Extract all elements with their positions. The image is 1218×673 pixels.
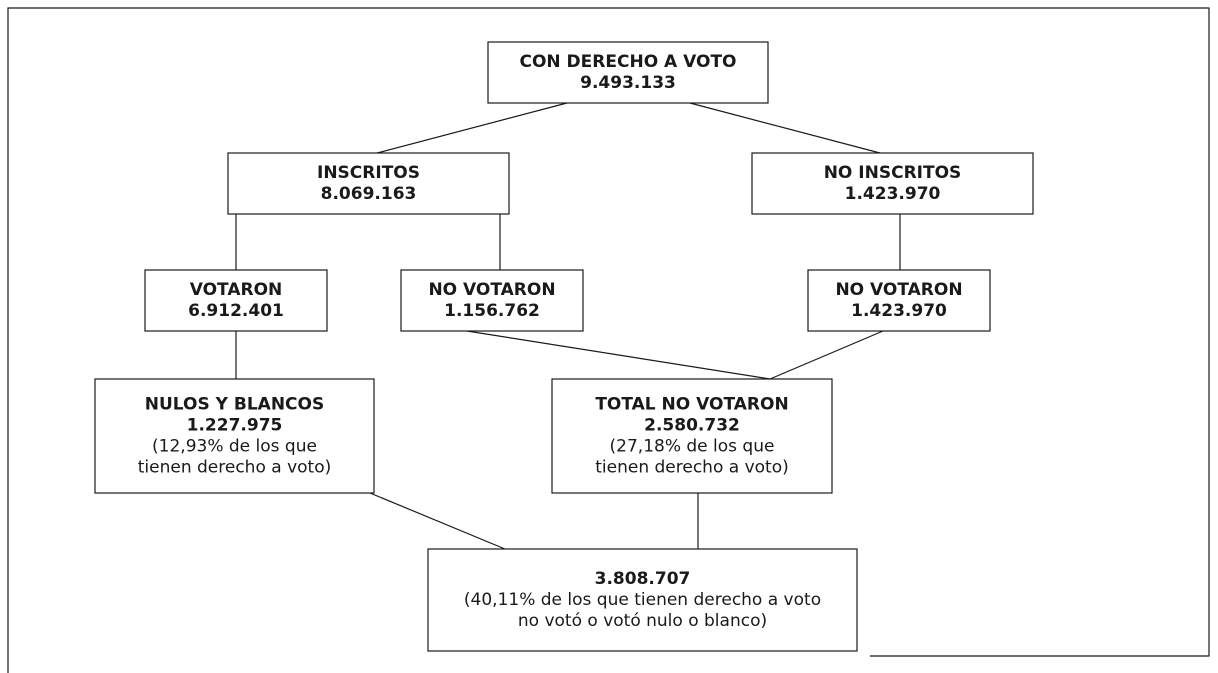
connector <box>466 330 771 380</box>
node: 3.808.707(40,11% de los que tienen derec… <box>427 548 858 652</box>
node-box <box>144 269 328 332</box>
node-label: NO VOTARON <box>428 280 555 300</box>
node-label: NO VOTARON <box>835 280 962 300</box>
node-label: 1.423.970 <box>845 184 941 204</box>
node-label: NO INSCRITOS <box>824 163 962 183</box>
node-label: 8.069.163 <box>321 184 417 204</box>
node-label: 1.156.762 <box>444 301 540 321</box>
connector <box>769 330 884 380</box>
node-label: 3.808.707 <box>595 569 691 589</box>
node-label: INSCRITOS <box>317 163 420 183</box>
node-label: VOTARON <box>190 280 283 300</box>
node-box <box>751 152 1034 215</box>
node-label: 9.493.133 <box>580 73 676 93</box>
connector <box>376 102 568 154</box>
node-label: TOTAL NO VOTARON <box>595 395 788 415</box>
node-box <box>487 41 769 104</box>
node-note: (27,18% de los que <box>610 437 775 457</box>
node-box <box>427 548 858 652</box>
connector <box>689 102 881 154</box>
node-label: 2.580.732 <box>644 416 740 436</box>
node-label: NULOS Y BLANCOS <box>145 395 324 415</box>
node-label: 1.423.970 <box>851 301 947 321</box>
node-box <box>551 378 833 494</box>
node-note: tienen derecho a voto) <box>595 458 789 478</box>
node-label: 6.912.401 <box>188 301 284 321</box>
node-box <box>94 378 375 494</box>
node-note: (40,11% de los que tienen derecho a voto <box>464 590 821 610</box>
node-label: CON DERECHO A VOTO <box>519 52 736 72</box>
connector <box>369 492 506 550</box>
node-box <box>807 269 991 332</box>
connectors <box>235 102 901 550</box>
node-note: tienen derecho a voto) <box>138 458 332 478</box>
node-note: (12,93% de los que <box>152 437 317 457</box>
frame <box>7 7 1210 673</box>
node-box <box>227 152 510 215</box>
node-box <box>400 269 584 332</box>
node-note: no votó o votó nulo o blanco) <box>518 611 767 631</box>
node-label: 1.227.975 <box>187 416 283 436</box>
